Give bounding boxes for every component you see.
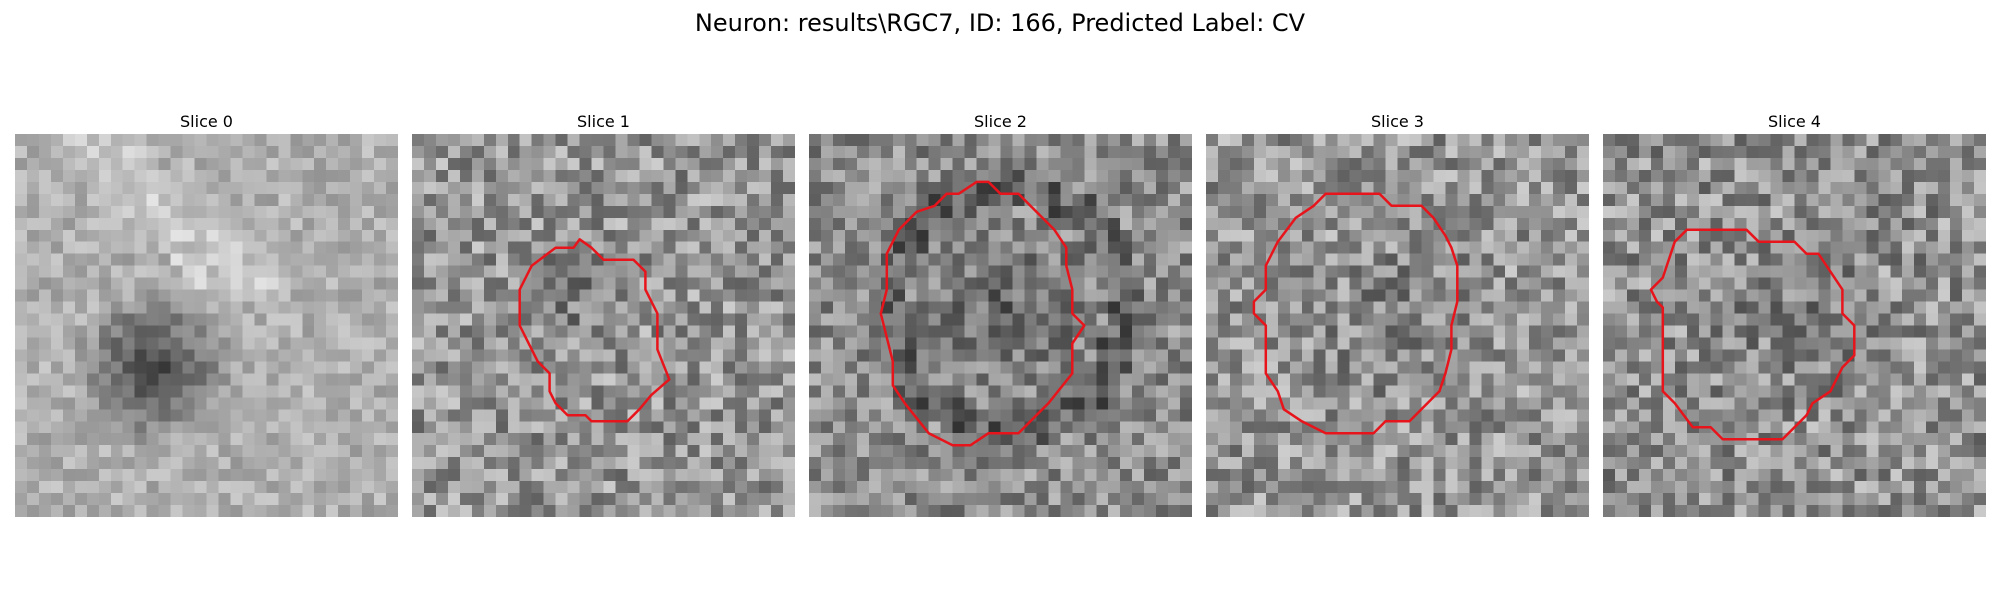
segmentation-contour xyxy=(1649,228,1856,441)
pixel-grid xyxy=(15,134,398,517)
slice-title: Slice 3 xyxy=(1371,112,1424,131)
pixel-grid xyxy=(1603,134,1986,517)
figure-title: Neuron: results\RGC7, ID: 166, Predicted… xyxy=(694,9,1306,37)
slice-image-2 xyxy=(809,134,1192,517)
slice-image-0 xyxy=(15,134,398,517)
slice-panel-1: Slice 1 xyxy=(412,112,795,517)
pixel-grid xyxy=(1206,134,1589,517)
slice-panel-4: Slice 4 xyxy=(1603,112,1986,517)
pixel-grid xyxy=(809,134,1192,517)
segmentation-contour xyxy=(1252,192,1459,435)
slice-title: Slice 2 xyxy=(974,112,1027,131)
segmentation-contour xyxy=(879,180,1086,447)
slice-image-4 xyxy=(1603,134,1986,517)
slice-image-1 xyxy=(412,134,795,517)
slice-image-3 xyxy=(1206,134,1589,517)
slice-title: Slice 0 xyxy=(180,112,233,131)
pixel-grid xyxy=(412,134,795,517)
slice-panel-3: Slice 3 xyxy=(1206,112,1589,517)
slice-title: Slice 4 xyxy=(1768,112,1821,131)
slice-title: Slice 1 xyxy=(577,112,630,131)
segmentation-contour xyxy=(518,238,671,423)
slice-panel-2: Slice 2 xyxy=(809,112,1192,517)
slice-panel-0: Slice 0 xyxy=(15,112,398,517)
